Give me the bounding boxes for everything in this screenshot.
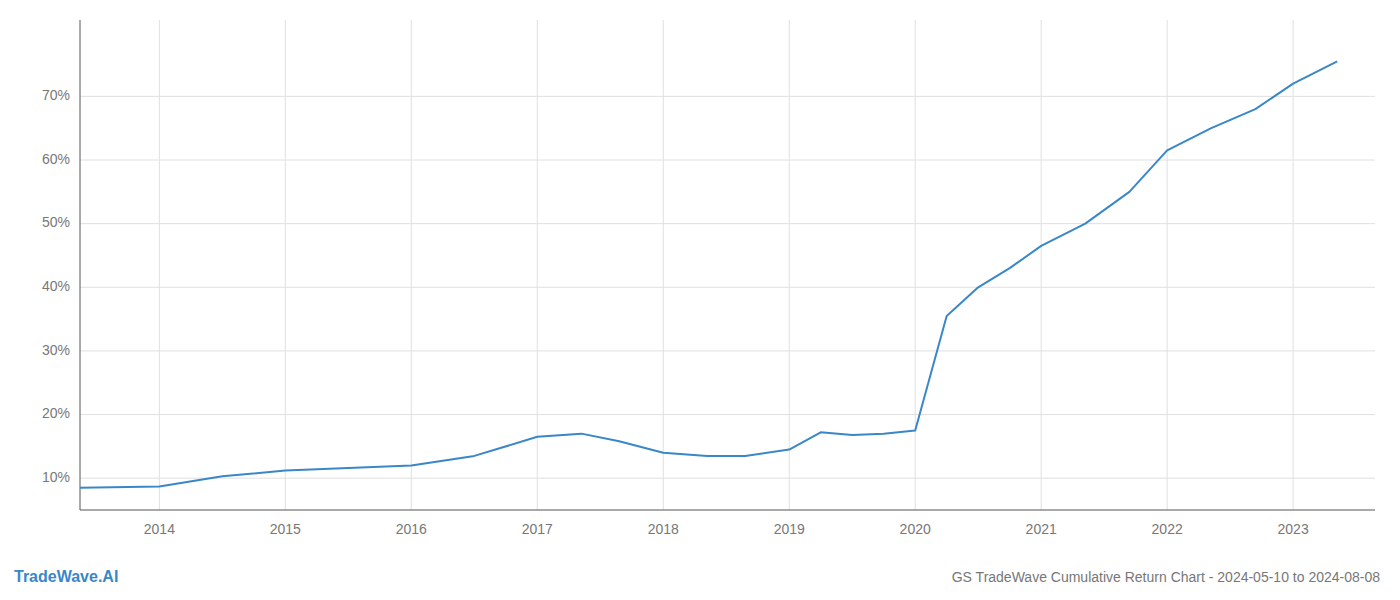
x-grid-line <box>1041 20 1042 510</box>
y-tick-label: 20% <box>42 405 70 421</box>
x-tick-label: 2020 <box>900 521 931 537</box>
y-tick-label: 30% <box>42 342 70 358</box>
title: GS TradeWave Cumulative Return Chart - 2… <box>952 569 1380 585</box>
y-grid-line <box>80 223 1375 224</box>
x-grid-line <box>789 20 790 510</box>
tick-labels: 10% 20% 30% 40% 50% 60% 70% 2014 2015 2016 2017 201… <box>42 87 1309 537</box>
x-grid-line <box>159 20 160 510</box>
y-tick-label: 70% <box>42 87 70 103</box>
y-grid-line <box>80 287 1375 288</box>
grid <box>80 20 1375 510</box>
y-grid-line <box>80 96 1375 97</box>
y-grid-line <box>80 478 1375 479</box>
line <box>80 61 1337 487</box>
x-tick-label: 2014 <box>144 521 175 537</box>
x-tick-label: 2016 <box>396 521 427 537</box>
watermark: TradeWave.AI <box>14 568 118 585</box>
x-grid-line <box>285 20 286 510</box>
x-tick-label: 2015 <box>270 521 301 537</box>
y-tick-label: 60% <box>42 151 70 167</box>
x-tick-label: 2022 <box>1152 521 1183 537</box>
y-grid-line <box>80 414 1375 415</box>
y-grid-line <box>80 350 1375 351</box>
x-tick-label: 2023 <box>1278 521 1309 537</box>
x-grid-line <box>1293 20 1294 510</box>
x-axis-line <box>80 510 1375 511</box>
x-tick-label: 2018 <box>648 521 679 537</box>
y-grid-line <box>80 160 1375 161</box>
y-tick-label: 10% <box>42 469 70 485</box>
y-tick-label: 40% <box>42 278 70 294</box>
x-tick-label: 2017 <box>522 521 553 537</box>
y-tick-label: 50% <box>42 214 70 230</box>
y-axis-line <box>80 20 81 510</box>
data <box>80 61 1337 487</box>
x-tick-label: 2019 <box>774 521 805 537</box>
x-tick-label: 2021 <box>1026 521 1057 537</box>
chart: 10% 20% 30% 40% 50% 60% 70% 2014 2015 2016 2017 201… <box>0 0 1400 600</box>
x-grid-line <box>915 20 916 510</box>
x-grid-line <box>411 20 412 510</box>
x-grid-line <box>663 20 664 510</box>
x-grid-line <box>1167 20 1168 510</box>
